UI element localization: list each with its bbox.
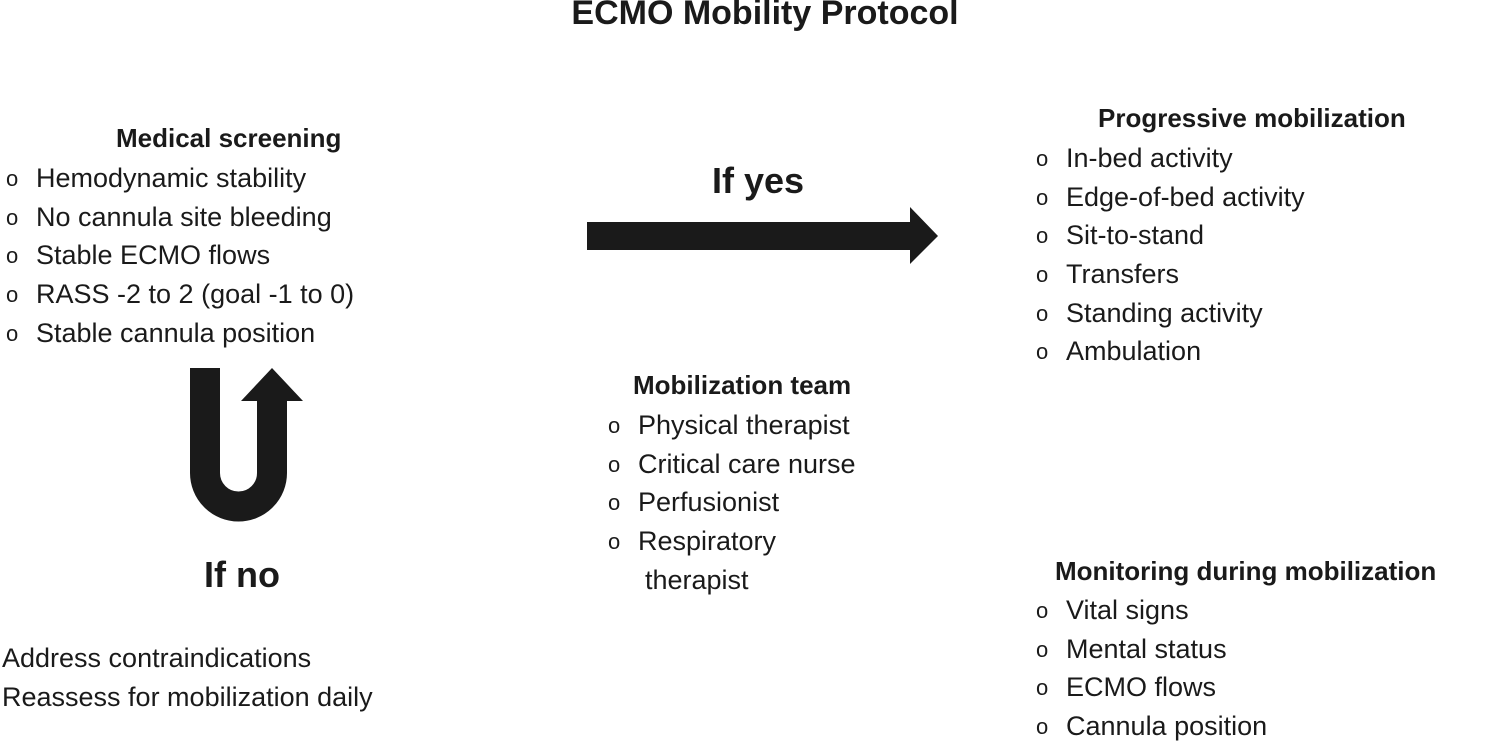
list-item: ECMO flows <box>1036 668 1267 707</box>
monitoring-list: Vital signs Mental status ECMO flows Can… <box>1036 591 1267 746</box>
list-item: Sit-to-stand <box>1036 216 1305 255</box>
list-item: Stable cannula position <box>6 314 354 353</box>
no-action-item: Reassess for mobilization daily <box>2 682 373 712</box>
list-item: No cannula site bleeding <box>6 198 354 237</box>
diagram-title: ECMO Mobility Protocol <box>571 0 959 32</box>
list-item: Edge-of-bed activity <box>1036 178 1305 217</box>
if-no-label: If no <box>204 554 280 595</box>
list-item: Physical therapist <box>608 406 856 445</box>
list-item: Vital signs <box>1036 591 1267 630</box>
medical-screening-heading: Medical screening <box>116 123 342 153</box>
monitoring-heading: Monitoring during mobilization <box>1055 556 1437 586</box>
list-item: Stable ECMO flows <box>6 236 354 275</box>
if-yes-label: If yes <box>712 160 805 201</box>
list-item-continuation: therapist <box>645 564 749 595</box>
progressive-mobilization-list: In-bed activity Edge-of-bed activity Sit… <box>1036 139 1305 372</box>
medical-screening-list: Hemodynamic stability No cannula site bl… <box>6 159 354 353</box>
list-item: Ambulation <box>1036 332 1305 371</box>
progressive-mobilization-heading: Progressive mobilization <box>1098 103 1406 133</box>
list-item: Hemodynamic stability <box>6 159 354 198</box>
list-item: Transfers <box>1036 255 1305 294</box>
mobilization-team-heading: Mobilization team <box>633 370 852 400</box>
list-item: In-bed activity <box>1036 139 1305 178</box>
list-item: Mental status <box>1036 630 1267 669</box>
list-item: RASS -2 to 2 (goal -1 to 0) <box>6 275 354 314</box>
list-item: Perfusionist <box>608 483 856 522</box>
list-item: Cannula position <box>1036 707 1267 746</box>
list-item: Respiratory <box>608 522 856 561</box>
no-action-item: Address contraindications <box>2 643 312 673</box>
no-actions: Address contraindications Reassess for m… <box>2 639 373 717</box>
right-arrow-icon <box>587 207 938 264</box>
mobilization-team-list: Physical therapist Critical care nurse P… <box>608 406 856 599</box>
list-item: Standing activity <box>1036 294 1305 333</box>
list-item: Critical care nurse <box>608 445 856 484</box>
u-turn-arrow-icon <box>190 368 303 522</box>
